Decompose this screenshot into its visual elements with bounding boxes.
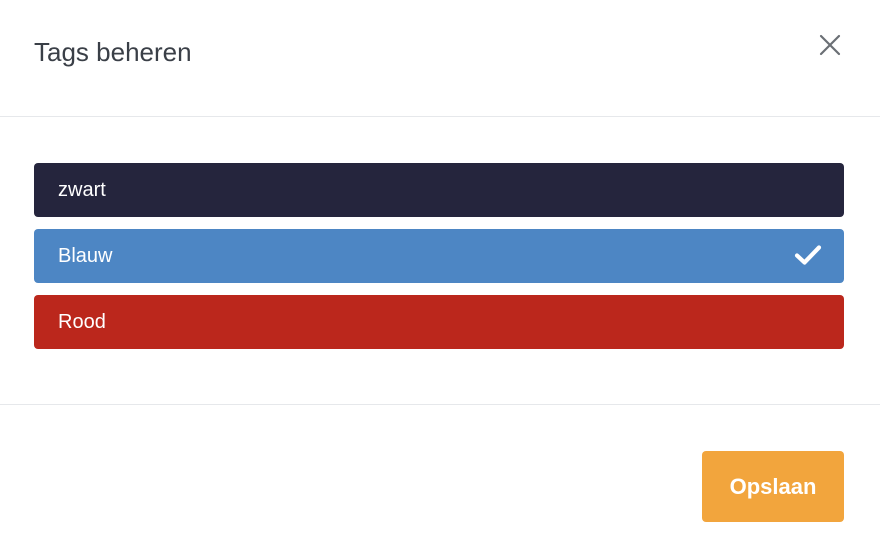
tag-item-blauw[interactable]: Blauw	[34, 229, 844, 283]
dialog-footer: Opslaan	[0, 405, 880, 556]
dialog-body: zwart Blauw Rood	[0, 117, 880, 405]
tag-item-rood[interactable]: Rood	[34, 295, 844, 349]
close-button[interactable]	[812, 28, 848, 64]
dialog-header: Tags beheren	[0, 0, 880, 117]
dialog-title: Tags beheren	[34, 37, 192, 67]
tag-label: Rood	[58, 311, 106, 333]
tag-item-zwart[interactable]: zwart	[34, 163, 844, 217]
tag-label: zwart	[58, 179, 106, 201]
close-icon	[819, 34, 841, 56]
tag-label: Blauw	[58, 245, 113, 267]
save-button[interactable]: Opslaan	[702, 451, 844, 522]
checkmark-icon	[794, 245, 822, 265]
tag-list: zwart Blauw Rood	[34, 163, 844, 349]
